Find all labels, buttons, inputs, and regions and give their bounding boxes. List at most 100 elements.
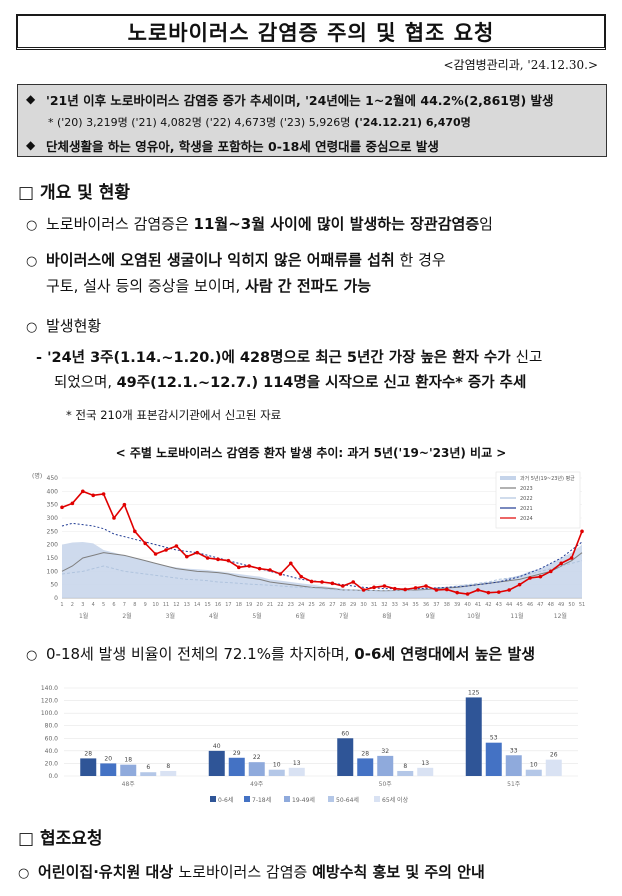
x-tick-label: 12 xyxy=(173,602,179,608)
bar-value-label: 29 xyxy=(233,750,241,757)
summary-box: ◆ '21년 이후 노로바이러스 감염증 증가 추세이며, '24년에는 1~2월… xyxy=(17,84,607,157)
p5-text-a: 0-18세 발생 비율이 전체의 72.1%를 차지하며, xyxy=(46,645,355,663)
bar-value-label: 22 xyxy=(253,754,261,761)
footnote: * 전국 210개 표본감시기관에서 신고된 자료 xyxy=(66,408,282,422)
circle-bullet-icon: ○ xyxy=(26,218,38,233)
bar-value-label: 125 xyxy=(468,689,480,696)
x-tick-label: 41 xyxy=(475,602,481,608)
month-label: 12월 xyxy=(554,612,567,620)
series-area-average xyxy=(62,542,582,598)
bar-0-6세 xyxy=(80,758,97,776)
bar-7-18세 xyxy=(228,757,245,776)
bar-65세 이상 xyxy=(160,770,177,776)
bar-value-label: 28 xyxy=(84,750,92,757)
paragraph-5: ○ 0-18세 발생 비율이 전체의 72.1%를 차지하며, 0-6세 연령대에… xyxy=(26,642,535,668)
data-point-2024 xyxy=(247,564,251,568)
data-point-2024 xyxy=(476,588,480,592)
legend-label: 50-64세 xyxy=(336,796,359,804)
data-point-2024 xyxy=(70,501,75,506)
bar-7-18세 xyxy=(485,742,502,776)
x-tick-label: 43 xyxy=(496,602,502,608)
summary-text-3: 단체생활을 하는 영유아, 학생을 포함하는 0-18세 연령대를 중심으로 발… xyxy=(46,138,439,154)
data-point-2024 xyxy=(112,516,116,520)
x-tick-label: 2 xyxy=(71,602,74,608)
x-tick-label: 48 xyxy=(548,602,554,608)
data-point-2024 xyxy=(81,489,85,494)
series-line-2022 xyxy=(61,560,583,592)
y-tick-label: 140.0 xyxy=(41,685,58,692)
y-tick-label: 450 xyxy=(47,475,59,482)
x-tick-label: 17 xyxy=(225,602,231,608)
summary-line-2: * ('20) 3,219명 ('21) 4,082명 ('22) 4,673명… xyxy=(26,110,598,134)
data-point-2024 xyxy=(393,586,397,591)
data-point-2024 xyxy=(299,574,304,579)
data-point-2024 xyxy=(91,493,95,498)
category-label: 49주 xyxy=(250,781,264,788)
y-tick-label: 120.0 xyxy=(41,698,58,705)
data-point-2024 xyxy=(101,492,106,496)
bar-value-label: 8 xyxy=(403,763,407,770)
summary-text-1: '21년 이후 노로바이러스 감염증 증가 추세이며, '24년에는 1~2월에… xyxy=(46,92,554,108)
x-tick-label: 24 xyxy=(298,602,304,608)
legend-swatch xyxy=(374,796,380,802)
x-tick-label: 1 xyxy=(60,602,63,608)
bar-65세 이상 xyxy=(417,767,434,776)
data-point-2024 xyxy=(455,590,460,595)
data-point-2024 xyxy=(195,550,199,555)
p4-text-d: 49주(12.1.~12.7.) 114명을 시작으로 신고 환자수* 증가 추… xyxy=(116,375,527,391)
bar-value-label: 10 xyxy=(273,762,281,769)
data-point-2024 xyxy=(257,566,262,571)
circle-bullet-icon: ○ xyxy=(26,254,38,269)
month-label: 6월 xyxy=(296,612,305,620)
data-point-2024 xyxy=(205,556,210,560)
data-point-2024 xyxy=(372,585,376,590)
data-point-2024 xyxy=(133,529,137,534)
paragraph-1: ○ 노로바이러스 감염증은 11월~3월 사이에 많이 발생하는 장관감염증임 xyxy=(26,212,493,238)
category-label: 50주 xyxy=(379,781,393,788)
y-tick-label: 400 xyxy=(47,488,59,495)
data-point-2024 xyxy=(507,588,512,592)
data-point-2024 xyxy=(538,574,543,579)
x-tick-label: 49 xyxy=(558,602,564,608)
document-title: 노로바이러스 감염증 주의 및 협조 요청 xyxy=(16,14,606,50)
data-point-2024 xyxy=(60,505,64,510)
title-text: 노로바이러스 감염증 주의 및 협조 요청 xyxy=(127,20,495,45)
data-point-2024 xyxy=(361,588,366,592)
y-tick-label: 80.0 xyxy=(45,723,59,730)
req-text-c: 예방수칙 홍보 및 주의 안내 xyxy=(312,863,485,881)
month-label: 3월 xyxy=(166,612,175,620)
series-line-2021 xyxy=(61,522,583,590)
p4-text-b: 신고 xyxy=(515,350,543,366)
y-tick-label: 200 xyxy=(47,542,59,549)
bar-value-label: 18 xyxy=(124,757,132,764)
data-point-2024 xyxy=(413,586,418,590)
x-tick-label: 13 xyxy=(184,602,190,608)
p1-text-a: 노로바이러스 감염증은 xyxy=(46,215,194,233)
bar-value-label: 20 xyxy=(104,755,112,762)
y-tick-label: 250 xyxy=(47,528,59,535)
bar-19-49세 xyxy=(505,755,522,776)
y-tick-label: 350 xyxy=(47,502,59,509)
bar-19-49세 xyxy=(377,755,394,776)
x-tick-label: 21 xyxy=(267,602,273,608)
bar-50-64세 xyxy=(525,769,542,776)
p4-text-a: - '24년 3주(1.14.~1.20.)에 428명으로 최근 5년간 가장… xyxy=(36,350,516,366)
x-tick-label: 51 xyxy=(579,602,585,608)
bar-7-18세 xyxy=(357,758,374,776)
x-tick-label: 38 xyxy=(444,602,450,608)
data-point-2024 xyxy=(424,584,428,588)
x-tick-label: 11 xyxy=(163,602,169,608)
y-tick-label: 20.0 xyxy=(45,760,59,767)
summary-text-2a: * ('20) 3,219명 ('21) 4,082명 ('22) 4,673명… xyxy=(48,116,351,129)
summary-text-2b: ('24.12.21) 6,470명 xyxy=(354,116,471,129)
data-point-2024 xyxy=(403,587,408,592)
y-tick-label: 0.0 xyxy=(48,773,58,780)
bar-value-label: 28 xyxy=(361,750,369,757)
legend-swatch xyxy=(210,796,216,802)
month-label: 1월 xyxy=(79,612,88,620)
p5-text-b: 0-6세 연령대에서 높은 발생 xyxy=(354,645,536,663)
data-point-2024 xyxy=(445,587,449,592)
month-label: 4월 xyxy=(209,612,218,620)
p3-text: 발생현황 xyxy=(46,317,102,335)
